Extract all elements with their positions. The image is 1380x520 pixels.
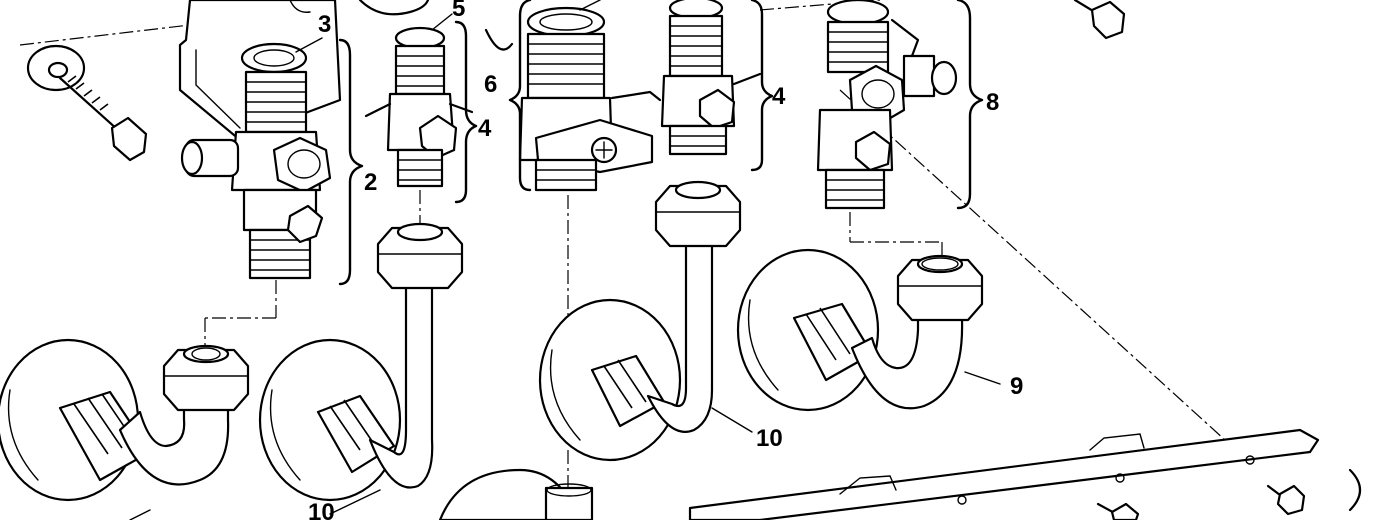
callout-4-right: 4 bbox=[772, 83, 786, 110]
pipe-union-left bbox=[0, 338, 250, 502]
wall-screw-top-right bbox=[1073, 0, 1126, 40]
grouping-braces bbox=[338, 0, 984, 286]
pipe-union-9 bbox=[736, 248, 984, 412]
brace-item-4-right bbox=[750, 0, 774, 172]
wall-screw-left bbox=[26, 44, 148, 162]
pipe-union-10-left bbox=[258, 222, 464, 502]
callout-8: 8 bbox=[986, 89, 999, 116]
valve-assembly-4-right bbox=[660, 0, 762, 156]
valve-assembly-2 bbox=[180, 42, 332, 280]
brace-item-2 bbox=[338, 38, 364, 286]
callout-10-left: 10 bbox=[308, 499, 335, 520]
brace-item-6 bbox=[508, 0, 532, 192]
brace-item-4-left bbox=[454, 20, 478, 204]
pipe-union-10-centre bbox=[538, 180, 742, 462]
callout-2: 2 bbox=[364, 169, 377, 196]
callout-9: 9 bbox=[1010, 373, 1023, 400]
brace-item-8 bbox=[956, 0, 984, 210]
mounting-rail bbox=[688, 428, 1362, 520]
callout-10-centre: 10 bbox=[756, 425, 783, 452]
leader-lines bbox=[129, 0, 1001, 520]
callout-5: 5 bbox=[452, 0, 465, 22]
pipe-union-bottom-centre bbox=[438, 468, 594, 520]
valve-assembly-8 bbox=[816, 0, 958, 210]
valve-assembly-4-left bbox=[364, 26, 474, 188]
callout-4-left: 4 bbox=[478, 115, 492, 142]
callout-labels: 2 3 4 5 6 4 8 9 10 10 bbox=[308, 0, 1023, 520]
callout-6: 6 bbox=[484, 71, 497, 98]
main-valve-assembly-6 bbox=[484, 6, 662, 192]
callout-3: 3 bbox=[318, 11, 331, 38]
